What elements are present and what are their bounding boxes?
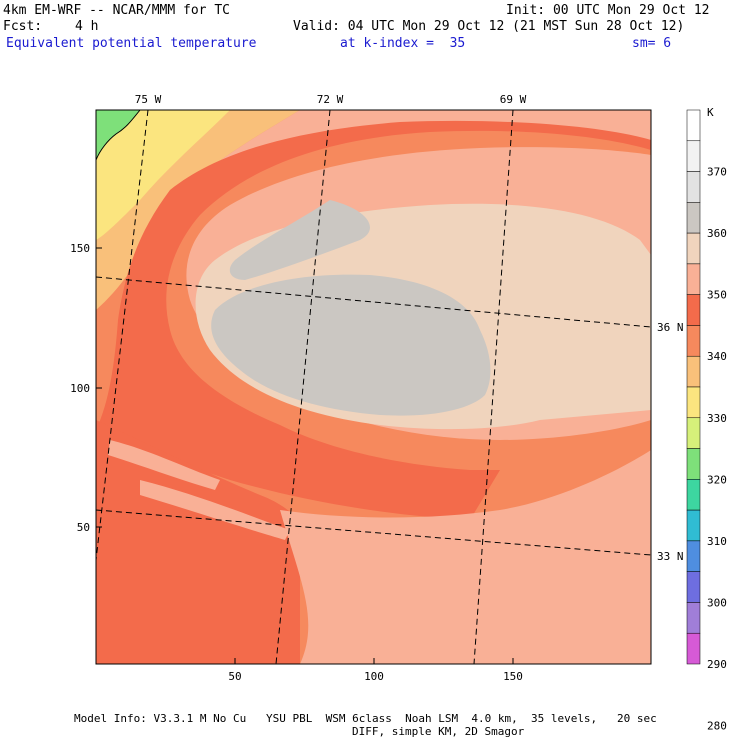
colorbar-swatch — [686, 386, 701, 419]
longitude-label: 72 W — [317, 93, 344, 106]
colorbar-label: 330 — [707, 412, 727, 425]
model-info-2: DIFF, simple KM, 2D Smagor — [352, 725, 525, 738]
forecast-label: Fcst: — [3, 19, 43, 34]
colorbar-swatch — [686, 109, 701, 142]
colorbar-label: 350 — [707, 289, 727, 302]
colorbar-swatch — [686, 140, 701, 172]
colorbar-label: 310 — [707, 535, 727, 548]
longitude-label: 69 W — [500, 93, 527, 106]
colorbar-swatch — [686, 509, 701, 542]
colorbar-swatch — [686, 602, 701, 634]
colorbar-swatch — [686, 448, 701, 480]
colorbar-swatch — [686, 571, 701, 603]
colorbar-swatch — [686, 632, 701, 665]
theta-e-field — [96, 110, 651, 664]
colorbar-label: 370 — [707, 166, 727, 179]
colorbar-label: 300 — [707, 596, 727, 609]
longitude-label: 75 W — [135, 93, 162, 106]
graticule — [96, 110, 651, 664]
level-info: at k-index = 35 — [340, 36, 466, 51]
colorbar-label: 280 — [707, 720, 727, 733]
y-tick-label: 150 — [70, 242, 90, 255]
model-title: 4km EM-WRF -- NCAR/MMM for TC — [3, 3, 230, 18]
field-name: Equivalent potential temperature — [6, 36, 257, 51]
valid-time: Valid: 04 UTC Mon 29 Oct 12 (21 MST Sun … — [293, 19, 685, 34]
x-tick-label: 50 — [228, 670, 241, 683]
y-tick-label: 50 — [77, 521, 90, 534]
colorbar-label: 290 — [707, 658, 727, 671]
model-info: Model Info: V3.3.1 M No Cu YSU PBL WSM 6… — [74, 712, 657, 725]
forecast-hour: 4 h — [75, 19, 99, 34]
colorbar-swatch — [686, 355, 701, 388]
colorbar — [686, 109, 701, 665]
latitude-label: 33 N — [657, 550, 684, 563]
y-tick-label: 100 — [70, 382, 90, 395]
colorbar-swatch — [686, 417, 701, 449]
colorbar-labels: 370 360 350 340 330 320 310 300 290 280 — [707, 166, 727, 733]
colorbar-swatch — [686, 294, 701, 326]
colorbar-swatch — [686, 232, 701, 265]
colorbar-unit: K — [707, 106, 714, 119]
colorbar-swatch — [686, 325, 701, 357]
smoothing-info: sm= 6 — [632, 36, 672, 51]
x-tick-label: 100 — [364, 670, 384, 683]
colorbar-swatch — [686, 263, 701, 295]
colorbar-label: 340 — [707, 350, 727, 363]
x-tick-label: 150 — [503, 670, 523, 683]
colorbar-label: 360 — [707, 227, 727, 240]
colorbar-swatch — [686, 479, 701, 511]
colorbar-label: 320 — [707, 473, 727, 486]
colorbar-swatch — [686, 540, 701, 572]
colorbar-swatch — [686, 171, 701, 203]
colorbar-swatch — [686, 202, 701, 234]
init-time: Init: 00 UTC Mon 29 Oct 12 — [506, 3, 710, 18]
latitude-label: 36 N — [657, 321, 684, 334]
